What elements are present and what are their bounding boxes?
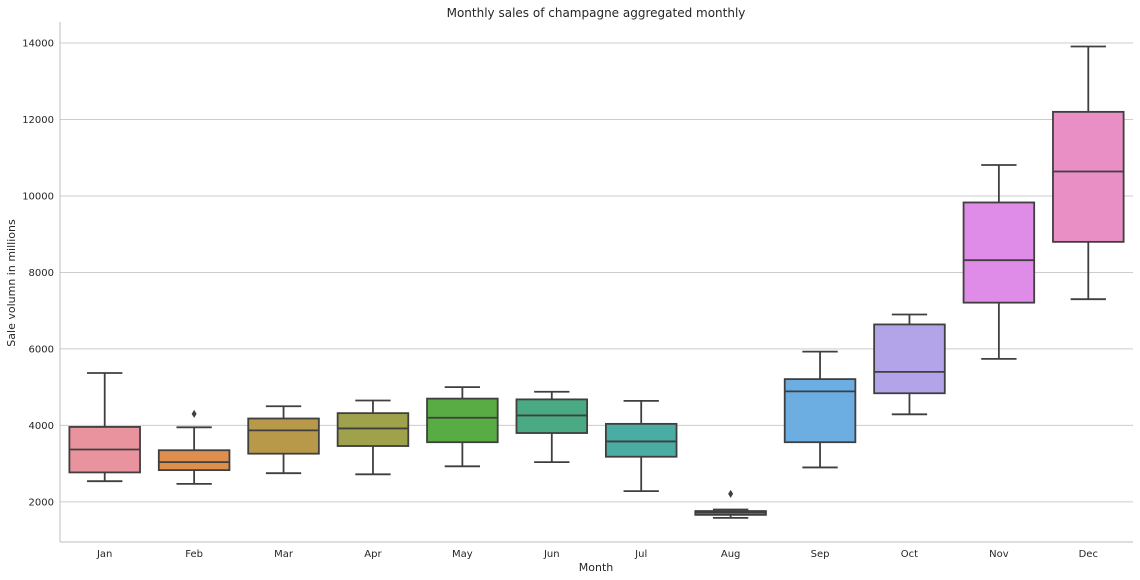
box-jun: [515, 390, 589, 463]
box-may: [426, 386, 499, 468]
box-nov: [962, 164, 1036, 360]
x-tick-label: Sep: [811, 549, 830, 560]
box-dec: [1052, 45, 1125, 301]
box-iqr: [1052, 110, 1125, 243]
y-tick-label: 14000: [22, 39, 54, 50]
box-iqr: [873, 323, 946, 395]
outlier-point: [191, 409, 197, 418]
axis-layer: 2000 4000 6000 8000 10000 12000 14000 Jan Feb Mar…: [22, 22, 1133, 560]
box-jul: [604, 400, 678, 493]
box-iqr: [604, 422, 678, 458]
box-aug: [694, 489, 767, 519]
x-tick-label: Dec: [1079, 549, 1098, 560]
box-iqr: [247, 417, 320, 455]
box-layer: [68, 45, 1125, 519]
y-tick-label: 8000: [29, 268, 54, 279]
box-sep: [783, 350, 857, 469]
x-tick-label: Jan: [96, 549, 112, 560]
x-tick-label: Oct: [901, 549, 918, 560]
box-apr: [336, 399, 410, 476]
y-axis-title: Sale volumn in millions: [5, 219, 18, 347]
chart-title: Monthly sales of champagne aggregated mo…: [447, 6, 746, 20]
x-tick-label: Aug: [721, 549, 741, 560]
box-iqr: [783, 378, 857, 444]
y-tick-label: 2000: [29, 497, 54, 508]
box-iqr: [157, 449, 231, 472]
box-jan: [68, 372, 141, 483]
box-iqr: [336, 412, 410, 447]
y-tick-label: 4000: [29, 421, 54, 432]
grid-layer: [60, 42, 1133, 503]
outlier-point: [728, 489, 734, 498]
y-tick-label: 10000: [22, 191, 54, 202]
box-mar: [247, 405, 320, 475]
y-tick-label: 6000: [29, 344, 54, 355]
x-tick-label: Apr: [364, 549, 382, 560]
x-tick-label: Nov: [989, 549, 1009, 560]
y-tick-label: 12000: [22, 115, 54, 126]
x-tick-label: Feb: [185, 549, 203, 560]
x-tick-label: Jul: [634, 549, 647, 560]
x-tick-label: May: [452, 549, 473, 560]
box-feb: [157, 409, 231, 485]
x-axis-title: Month: [579, 561, 614, 574]
box-iqr: [426, 397, 499, 444]
box-oct: [873, 313, 946, 416]
x-tick-label: Jun: [543, 549, 560, 560]
x-tick-label: Mar: [274, 549, 294, 560]
box-iqr: [962, 201, 1036, 304]
